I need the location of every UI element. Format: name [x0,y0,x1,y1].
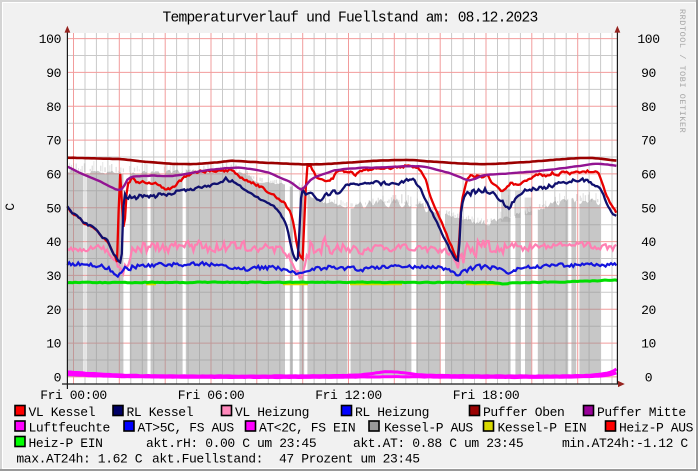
svg-text:0: 0 [54,371,61,386]
svg-text:C: C [3,203,18,211]
svg-text:60: 60 [46,168,61,183]
svg-text:30: 30 [46,269,61,284]
svg-text:RRDTOOL / TOBI OETIKER: RRDTOOL / TOBI OETIKER [677,9,687,133]
svg-text:10: 10 [46,337,61,352]
svg-text:40: 40 [46,235,61,250]
svg-text:50: 50 [641,201,656,216]
svg-text:Heiz-P AUS: Heiz-P AUS [619,421,694,436]
svg-text:20: 20 [46,303,61,318]
svg-text:70: 70 [641,134,656,149]
svg-text:min.AT24h:-1.12 C: min.AT24h:-1.12 C [562,436,688,451]
svg-text:70: 70 [46,134,61,149]
svg-text:90: 90 [641,66,656,81]
svg-text:60: 60 [641,168,656,183]
svg-text:Puffer Oben: Puffer Oben [483,405,564,420]
svg-text:AT>5C, FS AUS: AT>5C, FS AUS [138,421,235,436]
svg-text:akt.Fuellstand:: akt.Fuellstand: [152,452,263,467]
svg-text:Fri 18:00: Fri 18:00 [453,388,520,403]
svg-text:max.AT24h: 1.62 C: max.AT24h: 1.62 C [16,452,142,467]
svg-text:Fri 00:00: Fri 00:00 [40,388,107,403]
svg-text:40: 40 [641,235,656,250]
svg-text:Heiz-P EIN: Heiz-P EIN [29,436,103,451]
svg-text:Luftfeuchte: Luftfeuchte [29,421,110,436]
svg-text:akt.rH: 0.00 C um 23:45: akt.rH: 0.00 C um 23:45 [146,436,316,451]
svg-text:10: 10 [641,337,656,352]
svg-text:100: 100 [637,32,659,47]
svg-text:20: 20 [641,303,656,318]
svg-text:RL Kessel: RL Kessel [127,405,194,420]
svg-text:0: 0 [645,371,652,386]
svg-text:50: 50 [46,201,61,216]
svg-text:100: 100 [39,32,61,47]
svg-text:AT<2C, FS EIN: AT<2C, FS EIN [259,421,355,436]
svg-text:Fri 06:00: Fri 06:00 [178,388,245,403]
svg-text:47 Prozent um 23:45: 47 Prozent um 23:45 [279,452,420,467]
svg-text:VL Kessel: VL Kessel [29,405,96,420]
svg-text:Kessel-P EIN: Kessel-P EIN [498,421,587,436]
svg-text:Kessel-P AUS: Kessel-P AUS [384,421,473,436]
svg-text:Temperaturverlauf und Fuellsta: Temperaturverlauf und Fuellstand am: 08.… [163,11,538,27]
svg-text:VL Heizung: VL Heizung [235,405,309,420]
svg-text:akt.AT: 0.88 C um 23:45: akt.AT: 0.88 C um 23:45 [353,436,523,451]
svg-text:Fri 12:00: Fri 12:00 [315,388,382,403]
svg-text:30: 30 [641,269,656,284]
svg-text:80: 80 [46,100,61,115]
svg-text:Puffer Mitte: Puffer Mitte [597,405,686,420]
svg-text:80: 80 [641,100,656,115]
svg-text:RL Heizung: RL Heizung [355,405,429,420]
svg-text:90: 90 [46,66,61,81]
